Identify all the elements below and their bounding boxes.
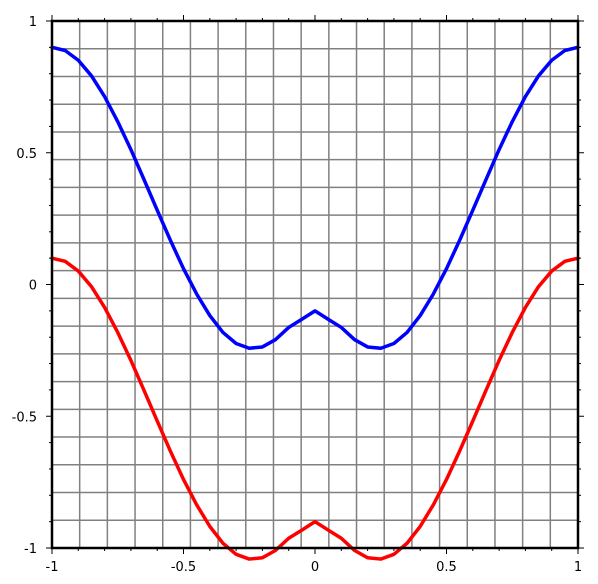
y-tick-label: 1 — [29, 15, 37, 30]
x-tick-label: -0.5 — [171, 560, 196, 575]
x-tick-label: 0 — [311, 560, 319, 575]
series-line-1 — [50, 45, 580, 351]
series-line-2 — [50, 256, 580, 561]
y-tick-label: 0.5 — [16, 147, 37, 162]
x-tick-label: 0.5 — [436, 560, 457, 575]
tick-labels: -1 -0.5 0 0.5 1 1 0.5 0 -0.5 -1 — [12, 15, 583, 575]
grid — [52, 21, 578, 548]
x-tick-label: -1 — [46, 560, 59, 575]
ticks — [46, 15, 584, 554]
y-tick-label: -1 — [24, 542, 37, 557]
y-tick-label: 0 — [29, 279, 37, 294]
series-layer — [50, 45, 580, 561]
x-tick-label: 1 — [574, 560, 582, 575]
y-tick-label: -0.5 — [12, 410, 37, 425]
